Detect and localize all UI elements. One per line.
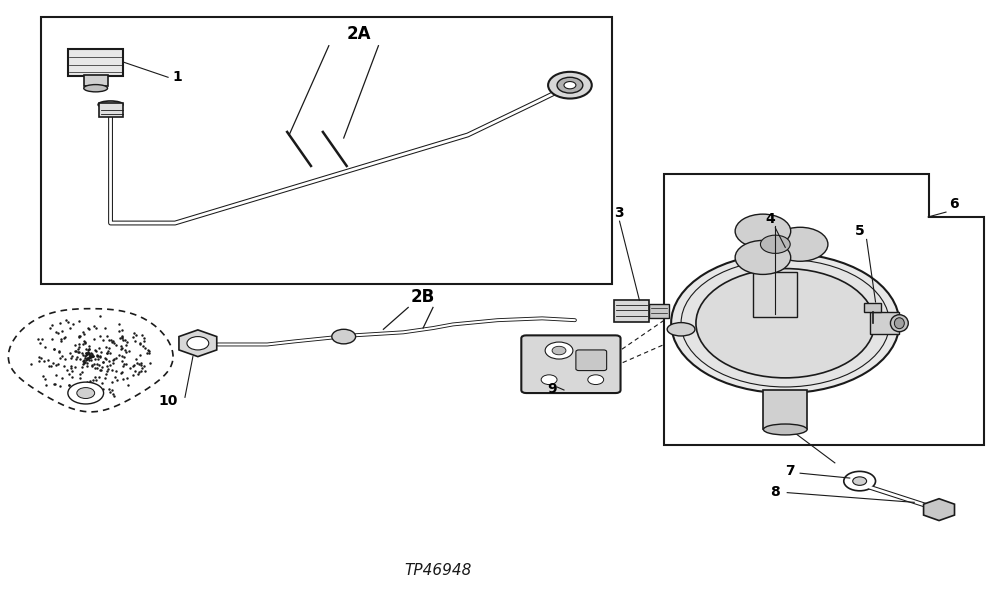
Ellipse shape	[83, 85, 107, 92]
Circle shape	[77, 387, 94, 398]
Circle shape	[843, 472, 875, 491]
Polygon shape	[664, 174, 983, 445]
Bar	[649, 304, 669, 318]
Circle shape	[541, 375, 557, 384]
Bar	[83, 76, 107, 87]
Circle shape	[587, 375, 603, 384]
Circle shape	[671, 253, 899, 393]
Circle shape	[187, 337, 209, 350]
Circle shape	[545, 342, 573, 359]
Ellipse shape	[762, 424, 806, 435]
Text: TP46948: TP46948	[404, 564, 471, 578]
Polygon shape	[179, 330, 217, 357]
Circle shape	[695, 268, 874, 378]
Text: 4: 4	[764, 212, 774, 226]
Text: 1: 1	[172, 70, 182, 84]
FancyBboxPatch shape	[762, 390, 806, 429]
Ellipse shape	[98, 101, 123, 108]
Text: 9: 9	[547, 382, 557, 396]
Ellipse shape	[890, 315, 908, 332]
Bar	[613, 300, 649, 322]
Circle shape	[557, 77, 582, 93]
Bar	[752, 271, 796, 317]
Polygon shape	[922, 499, 953, 520]
Text: 5: 5	[854, 224, 864, 238]
FancyBboxPatch shape	[68, 49, 123, 76]
Text: 7: 7	[784, 464, 794, 478]
Circle shape	[735, 214, 790, 248]
Text: 2B: 2B	[411, 288, 434, 306]
Circle shape	[552, 346, 566, 355]
Ellipse shape	[667, 323, 694, 336]
Bar	[41, 16, 611, 284]
Circle shape	[68, 382, 103, 404]
FancyBboxPatch shape	[576, 350, 606, 371]
Text: 6: 6	[948, 197, 957, 211]
FancyBboxPatch shape	[863, 303, 881, 312]
Circle shape	[548, 72, 591, 99]
Circle shape	[852, 477, 866, 486]
Circle shape	[735, 240, 790, 274]
Bar	[869, 312, 899, 334]
Text: 8: 8	[769, 486, 779, 499]
Ellipse shape	[894, 318, 904, 329]
Circle shape	[771, 228, 827, 261]
Bar	[98, 104, 123, 117]
Circle shape	[759, 235, 789, 253]
FancyBboxPatch shape	[521, 336, 620, 393]
Text: 2A: 2A	[346, 25, 371, 43]
Text: 10: 10	[158, 394, 178, 408]
Circle shape	[680, 259, 889, 387]
Circle shape	[331, 329, 355, 344]
Circle shape	[564, 82, 576, 89]
Text: 3: 3	[614, 206, 623, 220]
